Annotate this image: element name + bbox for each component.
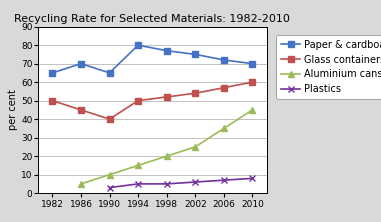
Glass containers [193, 92, 198, 95]
Aluminium cans [78, 182, 83, 185]
Paper & cardboard [107, 71, 112, 74]
Line: Plastics: Plastics [107, 176, 255, 190]
Paper & cardboard [193, 53, 198, 56]
Paper & cardboard [250, 62, 255, 65]
Line: Glass containers: Glass containers [50, 79, 255, 122]
Plastics [107, 186, 112, 189]
Aluminium cans [107, 173, 112, 176]
Aluminium cans [136, 164, 140, 167]
Glass containers [136, 99, 140, 102]
Plastics [193, 181, 198, 183]
Plastics [221, 179, 226, 182]
Aluminium cans [165, 155, 169, 157]
Paper & cardboard [136, 44, 140, 46]
Glass containers [78, 109, 83, 111]
Title: Recycling Rate for Selected Materials: 1982-2010: Recycling Rate for Selected Materials: 1… [14, 14, 290, 24]
Paper & cardboard [78, 62, 83, 65]
Glass containers [165, 96, 169, 98]
Legend: Paper & cardboard, Glass containers, Aluminium cans, Plastics: Paper & cardboard, Glass containers, Alu… [276, 35, 381, 99]
Paper & cardboard [221, 59, 226, 61]
Plastics [165, 182, 169, 185]
Glass containers [107, 118, 112, 121]
Aluminium cans [250, 109, 255, 111]
Aluminium cans [221, 127, 226, 130]
Paper & cardboard [50, 71, 55, 74]
Plastics [250, 177, 255, 180]
Glass containers [221, 86, 226, 89]
Line: Paper & cardboard: Paper & cardboard [50, 42, 255, 76]
Aluminium cans [193, 146, 198, 148]
Glass containers [50, 99, 55, 102]
Plastics [136, 182, 140, 185]
Y-axis label: per cent: per cent [8, 89, 18, 130]
Glass containers [250, 81, 255, 83]
Line: Aluminium cans: Aluminium cans [78, 107, 255, 187]
Paper & cardboard [165, 49, 169, 52]
